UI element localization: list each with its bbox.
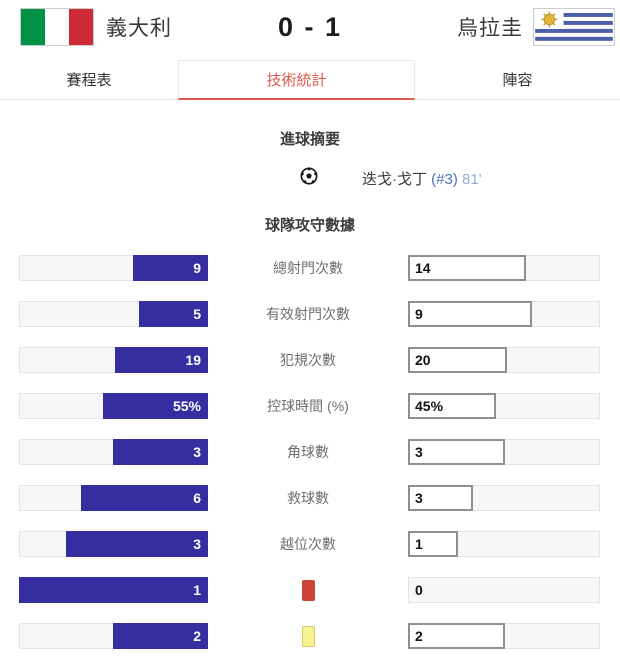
tab-schedule[interactable]: 賽程表 [66,72,112,89]
stat-rows: 9 總射門次數 14 5 有效射門次數 9 19 犯規次數 20 55% 控球時間 (%) 45% 3 角… [0,255,620,649]
stat-center-cell: 控球時間 (%) [208,393,408,419]
home-stat-track: 6 [19,485,208,511]
away-stat-bar: 45% [408,393,496,419]
home-stat-track: 2 [19,623,208,649]
goal-event-row: 迭戈·戈丁 (#3) 81' [0,167,620,189]
team-stats-title: 球隊攻守數據 [264,217,355,234]
away-stat-track: 45% [408,393,600,419]
away-stat-bar: 9 [408,301,533,327]
goal-scorer-number: (#3) [431,171,458,188]
stat-row: 5 有效射門次數 9 [0,301,620,327]
home-stat-track: 9 [19,255,208,281]
home-team: 義大利 [20,8,172,46]
home-stat-bar: 1 [19,577,208,603]
home-stat-track: 55% [19,393,208,419]
away-stat-track: 3 [408,439,600,465]
away-stat-bar: 2 [408,623,505,649]
home-stat-track: 3 [19,531,208,557]
away-stat-track: 1 [408,531,600,557]
away-stat-track: 0 [408,577,600,603]
away-stat-track: 20 [408,347,600,373]
stat-label: 救球數 [287,490,329,506]
away-stat-bar: 14 [408,255,526,281]
home-stat-bar: 6 [81,485,208,511]
home-stat-bar: 9 [132,255,208,281]
stat-label: 角球數 [287,444,329,460]
stat-center-cell [208,577,408,603]
stat-label: 有效射門次數 [266,306,350,322]
uruguay-flag-icon [533,8,615,46]
away-stat-bar: 20 [408,347,508,373]
away-stat-track: 3 [408,485,600,511]
stat-row: 3 越位次數 1 [0,531,620,557]
stat-label: 總射門次數 [273,260,343,276]
goal-minute: 81' [462,171,482,188]
goal-scorer-text[interactable]: 迭戈·戈丁 (#3) 81' [362,168,482,189]
home-stat-bar: 3 [65,531,208,557]
away-team-name: 烏拉圭 [457,17,523,40]
away-team: 烏拉圭 [457,8,615,46]
italy-flag-icon [20,8,94,46]
home-stat-bar: 3 [112,439,208,465]
goal-scorer-name: 迭戈·戈丁 [362,171,427,188]
stat-label: 犯規次數 [280,352,336,368]
soccer-ball-icon [300,167,318,185]
away-stat-bar: 1 [408,531,458,557]
home-stat-track: 1 [19,577,208,603]
tab-lineup[interactable]: 陣容 [502,72,533,89]
stat-center-cell: 有效射門次數 [208,301,408,327]
match-header: 義大利 0 - 1 烏拉圭 [0,0,620,54]
home-stat-track: 5 [19,301,208,327]
stat-center-cell [208,623,408,649]
tab-bar: 賽程表 技術統計 陣容 [0,60,620,100]
goal-summary-title: 進球摘要 [279,131,340,148]
stat-row: 3 角球數 3 [0,439,620,465]
home-stat-bar: 5 [139,301,208,327]
stat-center-cell: 角球數 [208,439,408,465]
stat-label: 控球時間 (%) [267,398,349,414]
home-stat-bar: 2 [112,623,208,649]
stat-center-cell: 犯規次數 [208,347,408,373]
away-stat-track: 14 [408,255,600,281]
home-stat-bar: 19 [114,347,208,373]
match-score: 0 - 1 [277,11,343,42]
yellow-card-icon [301,625,315,647]
stat-row: 9 總射門次數 14 [0,255,620,281]
home-stat-track: 19 [19,347,208,373]
tab-technical-stats[interactable]: 技術統計 [178,60,415,100]
stat-row: 6 救球數 3 [0,485,620,511]
stat-label: 越位次數 [280,536,336,552]
away-stat-bar: 3 [408,439,505,465]
stat-row: 19 犯規次數 20 [0,347,620,373]
away-stat-track: 2 [408,623,600,649]
home-stat-bar: 55% [103,393,208,419]
away-stat-track: 9 [408,301,600,327]
home-stat-track: 3 [19,439,208,465]
stat-center-cell: 總射門次數 [208,255,408,281]
away-stat-bar: 3 [408,485,474,511]
stat-center-cell: 救球數 [208,485,408,511]
stat-row: 55% 控球時間 (%) 45% [0,393,620,419]
red-card-icon [301,579,315,601]
stat-center-cell: 越位次數 [208,531,408,557]
home-team-name: 義大利 [106,17,172,40]
away-stat-value: 0 [415,582,423,598]
